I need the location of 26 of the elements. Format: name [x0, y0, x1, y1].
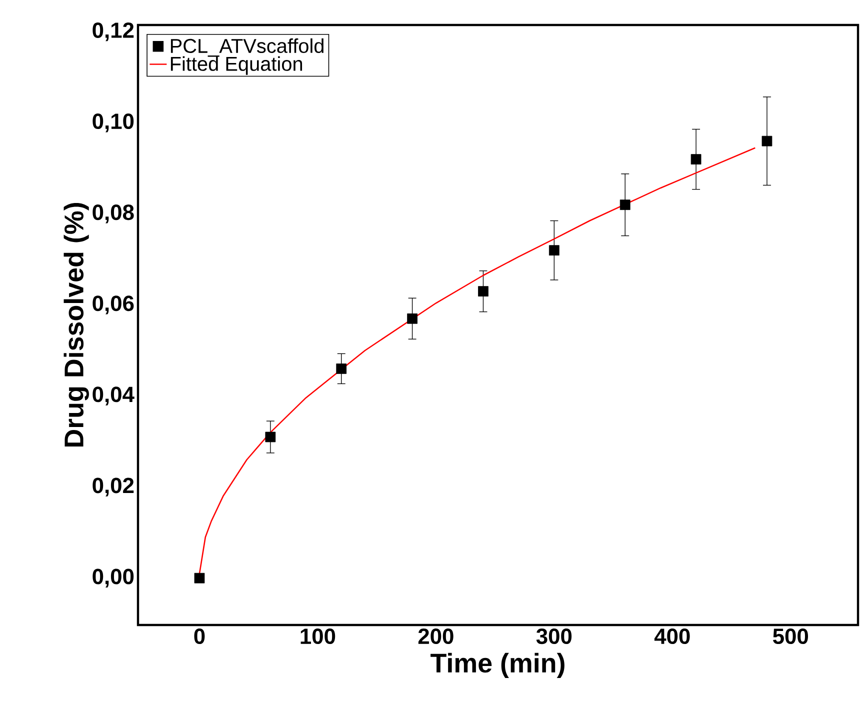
point [548, 245, 560, 256]
x-tick-label: 400 [654, 628, 690, 644]
point [478, 286, 488, 296]
y-tick-label: 0,04 [92, 386, 134, 406]
point [407, 313, 418, 324]
legend-label: PCL_ATVscaffold [170, 38, 324, 57]
x-tick-label: 500 [773, 628, 808, 644]
point [336, 364, 347, 374]
y-tick-label: 0,08 [92, 204, 134, 224]
point [762, 136, 772, 146]
y-tick-label: 0,06 [92, 296, 134, 314]
legend-label: Fitted Equation [170, 56, 302, 75]
x-tick-label: 200 [418, 628, 454, 644]
y-tick-label: 0,00 [92, 568, 134, 588]
y-tick-label: 0,02 [92, 478, 134, 496]
x-axis-title: Time (min) [430, 652, 564, 678]
x-tick-label: 100 [300, 628, 336, 644]
x-tick-label: 300 [536, 628, 572, 644]
y-tick-label: 0,12 [92, 22, 134, 42]
point [265, 432, 276, 442]
y-tick-label: 0,10 [92, 114, 134, 132]
point [620, 200, 630, 210]
y-axis-title: Drug Dissolved (%) [64, 203, 89, 447]
point [194, 572, 205, 584]
x-tick-label: 0 [194, 628, 205, 644]
point [690, 154, 702, 164]
